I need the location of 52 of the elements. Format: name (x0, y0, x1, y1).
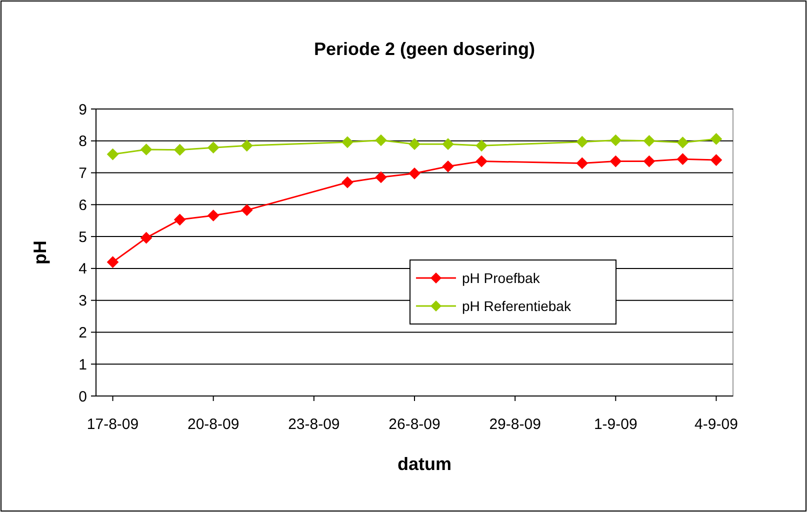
x-tick-label: 1-9-09 (594, 416, 638, 433)
point (140, 232, 152, 244)
point (610, 134, 622, 146)
point (240, 204, 253, 216)
point (476, 140, 488, 152)
y-tick-label: 0 (78, 388, 87, 406)
point (375, 134, 387, 146)
point (610, 155, 622, 168)
y-axis-title: pH (30, 240, 50, 264)
y-tick-label: 3 (78, 292, 87, 310)
point (140, 144, 152, 156)
x-tick-label: 20-8-09 (187, 416, 240, 433)
point (710, 133, 722, 145)
point (207, 210, 220, 222)
point (342, 176, 354, 188)
y-tick-label: 7 (78, 165, 87, 182)
y-tick-label: 8 (78, 133, 87, 150)
legend-label: pH Referentiebak (462, 298, 572, 314)
point (710, 154, 722, 166)
point (342, 136, 354, 148)
point (643, 155, 656, 168)
point (576, 157, 588, 170)
point (576, 136, 588, 148)
y-tick-label: 2 (78, 324, 87, 342)
y-tick-label: 5 (78, 228, 87, 246)
point (207, 142, 220, 154)
point (174, 144, 186, 156)
y-tick-label: 6 (78, 196, 87, 214)
point (240, 140, 253, 152)
point (106, 256, 119, 268)
point (106, 148, 119, 160)
point (442, 138, 454, 150)
y-tick-label: 1 (78, 356, 87, 374)
point (676, 136, 689, 148)
x-tick-label: 4-9-09 (694, 416, 738, 433)
legend-label: pH Proefbak (462, 270, 541, 286)
point (643, 134, 656, 147)
point (408, 168, 420, 180)
chart-title: Periode 2 (geen dosering) (314, 39, 536, 59)
point (174, 214, 186, 226)
x-tick-label: 23-8-09 (288, 416, 340, 433)
point (442, 160, 454, 172)
x-tick-label: 17-8-09 (86, 416, 139, 433)
point (476, 155, 488, 168)
x-axis-title: datum (398, 454, 452, 474)
x-tick-label: 29-8-09 (489, 416, 541, 433)
y-tick-label: 4 (78, 260, 87, 278)
point (676, 153, 689, 165)
x-tick-label: 26-8-09 (388, 416, 440, 433)
point (408, 138, 420, 150)
y-tick-label: 9 (78, 101, 87, 118)
point (375, 171, 387, 184)
